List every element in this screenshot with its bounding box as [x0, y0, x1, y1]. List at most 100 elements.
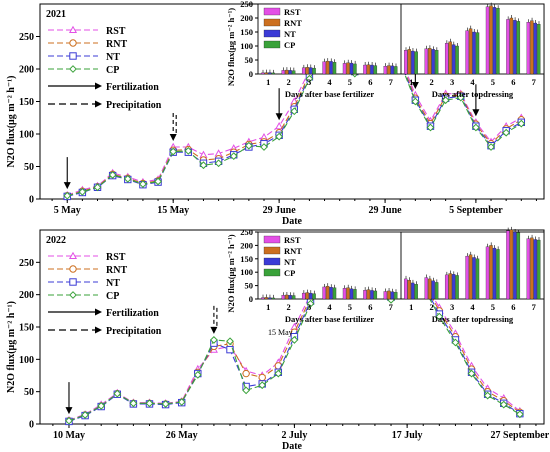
- legend-label-NT: NT: [106, 278, 120, 289]
- inset-bar-NT: [451, 44, 456, 75]
- legend-label-NT: NT: [106, 52, 120, 63]
- inset-bar-RST: [526, 22, 531, 75]
- inset-legend-swatch-CP: [263, 40, 281, 49]
- inset-bar-RST: [526, 238, 531, 300]
- inset-y-tick-label: 150: [240, 27, 253, 37]
- inset-bar-CP: [394, 292, 398, 300]
- inset-bar-RST: [342, 63, 347, 75]
- inset-bar-RNT: [346, 62, 350, 75]
- y-tick-label: 200: [19, 65, 34, 76]
- point-CP: [81, 411, 89, 419]
- x-axis-label: Date: [282, 441, 303, 452]
- inset-bar-RST: [261, 297, 265, 300]
- inset-bar-RNT: [285, 69, 289, 75]
- legend-label-RNT: RNT: [106, 265, 127, 276]
- point-CP: [154, 177, 162, 186]
- inset-legend-swatch-NT: [263, 29, 281, 38]
- inset-bar-RST: [301, 292, 306, 300]
- fertilization-arrow-head: [275, 113, 283, 121]
- inset-legend-label-NT: NT: [284, 29, 296, 39]
- legend-marker-RST: [68, 25, 78, 34]
- inset-bar-CP: [455, 45, 459, 75]
- inset-bar-RST: [281, 70, 285, 75]
- point-CP: [306, 299, 315, 308]
- inset-y-tick-label: 250: [240, 227, 253, 237]
- point-CP: [274, 369, 283, 378]
- inset-bar-CP: [373, 290, 378, 300]
- legend-marker-RNT: [69, 39, 77, 47]
- legend-fert-head: [95, 82, 102, 90]
- panel-year-label: 2022: [46, 235, 66, 246]
- y-tick-label: 50: [24, 387, 34, 398]
- inset-bar-RNT: [264, 297, 268, 300]
- inset-x-tick-label: 6: [511, 302, 515, 312]
- inset-bar-NT: [492, 7, 497, 75]
- legend-label-precipitation: Precipitation: [106, 100, 162, 111]
- point-CP: [139, 180, 147, 188]
- legend-label-RST: RST: [106, 252, 126, 263]
- point-CP: [426, 123, 435, 132]
- legend-marker-NT: [69, 52, 77, 60]
- inset-bar-CP: [353, 289, 357, 300]
- inset-bar-NT: [492, 247, 497, 300]
- inset-bar-CP: [312, 293, 316, 300]
- point-CP: [487, 143, 495, 151]
- y-tick-label: 200: [19, 290, 34, 301]
- precipitation-arrow-head: [169, 134, 177, 141]
- point-CP: [435, 312, 444, 321]
- y-axis-label: N2O flux(μg m⁻² h⁻¹): [6, 76, 17, 168]
- legend-label-fertilization: Fertilization: [106, 82, 159, 93]
- inset-legend-swatch-NT: [263, 257, 281, 266]
- fertilization-arrow-head: [411, 82, 419, 89]
- inset-bar-RNT: [468, 28, 473, 75]
- point-CP: [471, 123, 480, 132]
- inset-left-xlabel: Days after base fertilizer: [285, 314, 375, 324]
- point-CP: [229, 152, 238, 161]
- inset-bar-chart: 0 50 100 150 200 250 N2O flux(μg m⁻² h⁻¹) 1 2 3 4 5…: [226, 226, 545, 324]
- point-RNT: [242, 369, 250, 378]
- inset-bar-RST: [383, 66, 388, 75]
- inset-bar-NT: [268, 72, 272, 75]
- inset-x-tick-label: 2: [287, 302, 291, 312]
- inset-bar-NT: [329, 287, 333, 300]
- inset-bar-RNT: [285, 294, 289, 300]
- legend-label-CP: CP: [106, 65, 119, 76]
- inset-right-xlabel: Days after topdressing: [432, 89, 514, 99]
- inset-bar-RNT: [509, 229, 514, 300]
- legend-label-precipitation: Precipitation: [106, 326, 162, 337]
- inset-bar-RNT: [489, 5, 493, 75]
- inset-x-tick-label: 1: [409, 77, 413, 87]
- inset-bar-NT: [513, 20, 517, 75]
- inset-bar-NT: [451, 274, 456, 300]
- inset-x-tick-label: 3: [450, 77, 454, 87]
- inset-bar-RNT: [530, 20, 534, 75]
- point-CP: [63, 191, 72, 200]
- inset-bar-NT: [513, 231, 517, 300]
- inset-bar-RNT: [428, 278, 432, 300]
- inset-x-tick-label: 3: [450, 302, 454, 312]
- inset-legend-label-RNT: RNT: [284, 246, 302, 256]
- inset-bar-CP: [271, 72, 275, 75]
- inset-bar-CP: [291, 70, 296, 75]
- inset-bar-RST: [383, 291, 388, 300]
- inset-legend-swatch-RNT: [263, 246, 281, 255]
- inset-bar-RNT: [366, 64, 371, 75]
- point-CP: [456, 93, 465, 102]
- inset-bar-RST: [261, 72, 265, 75]
- inset-bar-CP: [394, 66, 398, 75]
- inset-y-axis-label: N2O flux(μg m⁻² h⁻¹): [226, 8, 236, 86]
- point-CP: [113, 389, 122, 398]
- inset-bar-CP: [414, 284, 418, 300]
- annotation-label: 15 May: [268, 328, 293, 337]
- inset-bar-RNT: [489, 245, 493, 300]
- inset-x-tick-label: 1: [266, 77, 270, 87]
- y-tick-label: 100: [19, 355, 34, 366]
- point-CP: [275, 132, 284, 141]
- x-tick-label: 17 July: [392, 430, 423, 441]
- inset-x-tick-label: 7: [389, 302, 394, 312]
- inset-bar-CP: [414, 51, 418, 75]
- inset-bar-RST: [465, 30, 469, 75]
- inset-bar-RNT: [387, 65, 391, 75]
- inset-bar-RNT: [264, 72, 268, 75]
- inset-bar-RST: [363, 290, 367, 300]
